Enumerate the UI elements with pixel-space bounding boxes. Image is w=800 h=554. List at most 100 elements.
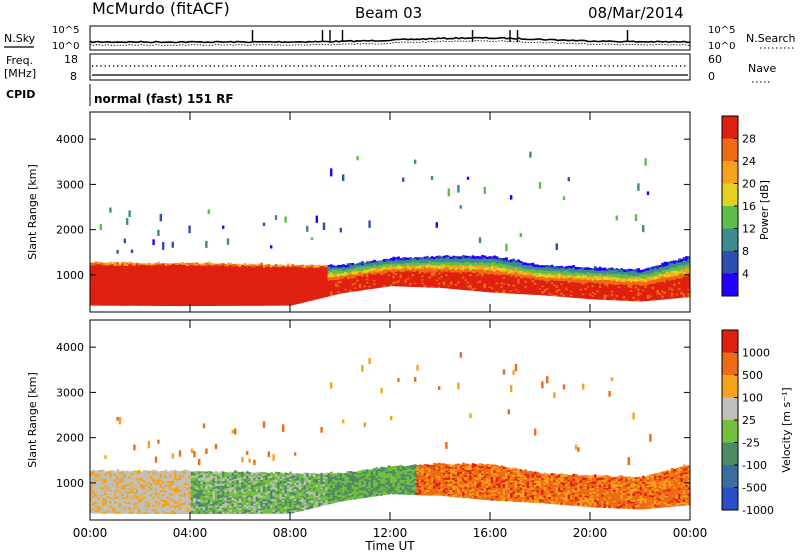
range-gate-cell: [214, 268, 218, 272]
range-gate-cell: [111, 297, 115, 299]
range-gate-cell: [673, 271, 676, 274]
range-gate-cell: [291, 278, 295, 282]
range-gate-cell: [644, 294, 648, 297]
range-gate-cell: [682, 281, 686, 284]
range-gate-cell: [248, 274, 252, 276]
range-gate-cell: [661, 269, 664, 273]
range-gate-cell: [154, 289, 158, 292]
range-gate-cell: [162, 242, 165, 250]
range-gate-cell: [416, 257, 420, 260]
range-gate-cell: [584, 287, 588, 291]
range-gate-cell: [514, 287, 518, 289]
range-gate-cell: [512, 286, 516, 289]
range-gate-cell: [666, 292, 669, 296]
range-gate-cell: [685, 278, 688, 281]
range-gate-cell: [200, 296, 204, 299]
range-gate-cell: [176, 273, 180, 276]
range-gate-cell: [133, 288, 136, 292]
range-gate-cell: [219, 263, 223, 266]
range-gate-cell: [531, 270, 535, 273]
range-gate-cell: [327, 288, 331, 291]
range-gate-cell: [574, 271, 578, 274]
range-gate-cell: [152, 303, 156, 306]
range-gate-cell: [457, 261, 460, 265]
range-gate-cell: [97, 266, 100, 269]
range-gate-cell: [267, 276, 271, 278]
range-gate-cell: [229, 286, 232, 289]
range-gate-cell: [183, 272, 187, 274]
range-gate-cell: [351, 277, 355, 279]
range-gate-cell: [663, 297, 667, 300]
range-gate-cell: [152, 293, 156, 295]
range-gate-cell: [222, 303, 225, 306]
range-gate-cell: [457, 263, 460, 266]
range-gate-cell: [397, 260, 400, 263]
range-gate-cell: [104, 265, 108, 269]
range-gate-cell: [258, 269, 261, 272]
range-gate-cell: [262, 279, 266, 282]
range-gate-cell: [512, 267, 516, 271]
range-gate-cell: [579, 293, 583, 297]
range-gate-cell: [368, 284, 372, 286]
range-gate-cell: [632, 280, 636, 284]
range-gate-cell: [510, 267, 513, 270]
range-gate-cell: [154, 277, 158, 280]
range-gate-cell: [522, 291, 525, 295]
range-gate-cell: [202, 300, 206, 303]
range-gate-cell: [567, 280, 571, 283]
range-gate-cell: [524, 264, 528, 268]
range-gate-cell: [555, 282, 559, 286]
range-gate-cell: [502, 257, 506, 260]
range-gate-cell: [147, 284, 151, 287]
range-gate-cell: [183, 268, 187, 271]
range-gate-cell: [522, 268, 525, 271]
range-gate-cell: [493, 290, 496, 293]
range-gate-cell: [687, 284, 691, 287]
range-gate-cell: [406, 284, 410, 287]
range-gate-cell: [375, 263, 379, 266]
range-gate-cell: [373, 281, 376, 284]
range-gate-cell: [418, 269, 422, 272]
range-gate-cell: [178, 301, 182, 304]
range-gate-cell: [272, 281, 276, 285]
range-gate-cell: [358, 287, 362, 290]
range-gate-cell: [428, 262, 432, 265]
range-gate-cell: [661, 266, 664, 269]
range-gate-cell: [663, 293, 667, 296]
range-gate-cell: [651, 290, 655, 293]
range-gate-cell: [243, 290, 247, 294]
range-gate-cell: [274, 292, 278, 295]
range-gate-cell: [390, 273, 393, 277]
range-gate-cell: [308, 293, 312, 297]
range-gate-cell: [207, 299, 211, 301]
range-gate-cell: [318, 285, 321, 288]
range-gate-cell: [234, 303, 237, 306]
range-gate-cell: [330, 168, 333, 177]
range-gate-cell: [267, 303, 271, 306]
range-gate-cell: [526, 267, 530, 269]
range-gate-cell: [385, 258, 388, 262]
range-gate-cell: [675, 270, 679, 274]
range-gate-cell: [219, 291, 223, 295]
range-gate-cell: [426, 280, 429, 283]
range-gate-cell: [572, 267, 576, 271]
range-gate-cell: [606, 274, 609, 277]
range-gate-cell: [637, 293, 640, 296]
range-gate-cell: [476, 279, 480, 282]
range-gate-cell: [313, 269, 316, 272]
range-gate-cell: [466, 267, 470, 271]
range-gate-cell: [154, 283, 158, 286]
range-gate-cell: [322, 272, 326, 275]
range-gate-cell: [589, 284, 592, 288]
range-gate-cell: [224, 279, 228, 283]
range-gate-cell: [462, 261, 465, 264]
range-gate-cell: [598, 279, 602, 282]
range-gate-cell: [181, 297, 184, 300]
range-gate-cell: [474, 258, 477, 261]
range-gate-cell: [670, 288, 674, 291]
range-gate-cell: [229, 281, 232, 284]
range-gate-cell: [493, 288, 496, 291]
range-gate-cell: [656, 268, 660, 270]
range-gate-cell: [387, 267, 391, 270]
range-gate-cell: [685, 274, 688, 277]
